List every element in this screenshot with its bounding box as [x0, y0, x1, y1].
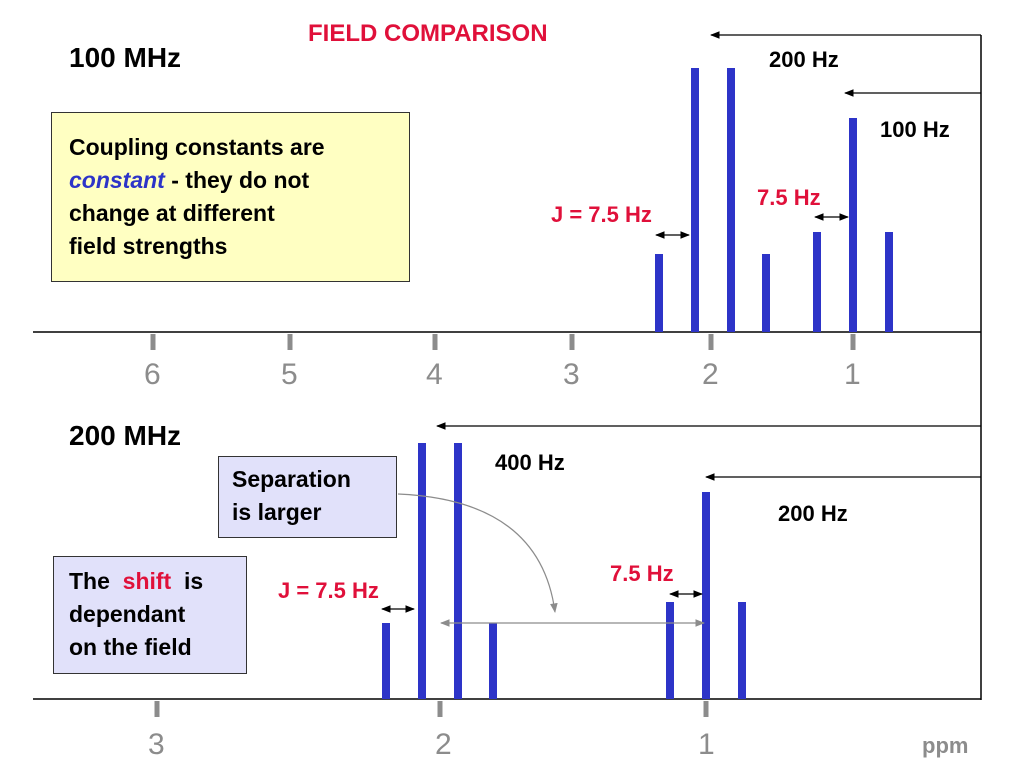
- bottom-axis-label-2: 2: [435, 728, 452, 761]
- note-line-4: field strengths: [69, 233, 228, 259]
- top-quartet-peak-1: [655, 254, 663, 332]
- bottom-offset-label-200hz: 200 Hz: [778, 501, 848, 526]
- separation-line-1: Separation: [232, 466, 351, 492]
- bottom-field-label: 200 MHz: [69, 420, 182, 451]
- top-axis-label-1: 1: [844, 358, 861, 391]
- top-offset-label-100hz: 100 Hz: [880, 117, 950, 142]
- bottom-triplet-peak-3: [738, 602, 746, 699]
- note-line-2-rest: - they do not: [164, 167, 310, 193]
- top-triplet-peak-3: [885, 232, 893, 332]
- top-quartet-peak-2: [691, 68, 699, 332]
- bottom-triplet-peak-1: [666, 602, 674, 699]
- top-axis-label-3: 3: [563, 358, 580, 391]
- shift-line-3: on the field: [69, 634, 192, 660]
- top-quartet-peak-3: [727, 68, 735, 332]
- bottom-offset-label-400hz: 400 Hz: [495, 450, 565, 475]
- top-triplet-peak-2: [849, 118, 857, 332]
- page-title: FIELD COMPARISON: [308, 20, 548, 47]
- shift-line-1: The shift is: [69, 565, 246, 598]
- bottom-axis-label-1: 1: [698, 728, 715, 761]
- bottom-quartet-peak-3: [454, 443, 462, 699]
- bottom-j-label-right: 7.5 Hz: [610, 561, 674, 586]
- coupling-constants-note: Coupling constants are constant - they d…: [51, 112, 410, 282]
- top-axis-label-2: 2: [702, 358, 719, 391]
- shift-line-2: dependant: [69, 601, 186, 627]
- bottom-peaks: [382, 443, 746, 699]
- bottom-quartet-peak-4: [489, 623, 497, 699]
- note-line-2: constant - they do not: [69, 164, 409, 197]
- bottom-quartet-peak-1: [382, 623, 390, 699]
- shift-word-the: The: [69, 568, 110, 594]
- top-peaks: [655, 68, 893, 332]
- top-quartet-peak-4: [762, 254, 770, 332]
- shift-word-shift: shift: [122, 568, 172, 594]
- bottom-triplet-peak-2: [702, 492, 710, 699]
- shift-note: The shift is dependant on the field: [53, 556, 247, 674]
- separation-line-2: is larger: [232, 499, 322, 525]
- bottom-axis-label-3: 3: [148, 728, 165, 761]
- bottom-axis-ticks: [154, 701, 709, 717]
- top-axis-label-6: 6: [144, 358, 161, 391]
- bottom-quartet-peak-2: [418, 443, 426, 699]
- top-axis-label-4: 4: [426, 358, 443, 391]
- top-axis-label-5: 5: [281, 358, 298, 391]
- top-triplet-peak-1: [813, 232, 821, 332]
- bottom-j-label-left: J = 7.5 Hz: [278, 578, 379, 603]
- top-axis-ticks: [150, 334, 856, 350]
- top-j-label-left: J = 7.5 Hz: [551, 202, 652, 227]
- separation-note: Separation is larger: [218, 456, 397, 538]
- note-line-3: change at different: [69, 200, 275, 226]
- note-emphasis: constant: [69, 167, 165, 193]
- top-field-label: 100 MHz: [69, 42, 182, 73]
- axis-unit-ppm: ppm: [922, 733, 969, 758]
- note-line-1: Coupling constants are: [69, 134, 325, 160]
- separation-callout-arrow: [397, 493, 558, 613]
- shift-word-is: is: [184, 568, 204, 594]
- top-j-label-right: 7.5 Hz: [757, 185, 821, 210]
- top-offset-label-200hz: 200 Hz: [769, 47, 839, 72]
